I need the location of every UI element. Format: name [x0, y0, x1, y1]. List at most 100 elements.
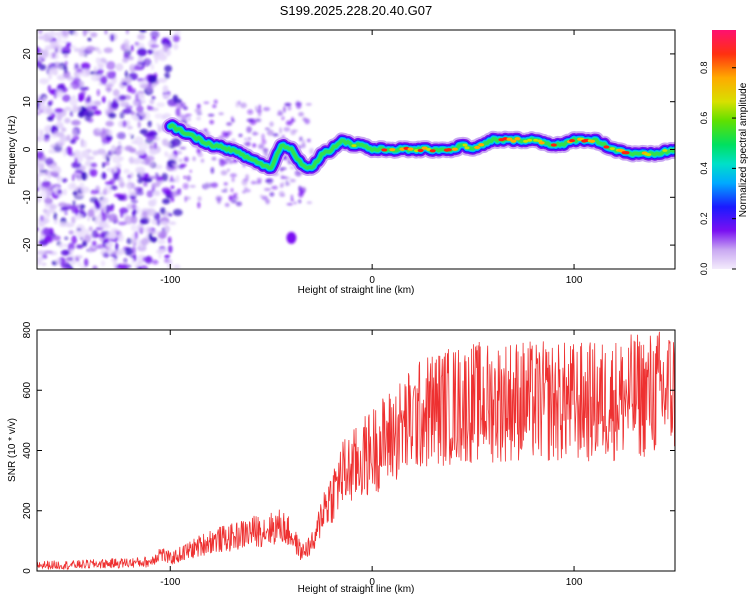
ridge-peak: [421, 146, 428, 150]
noise-blob: [179, 158, 183, 163]
noise-blob: [105, 242, 114, 248]
noise-blob: [41, 254, 48, 259]
noise-blob: [137, 33, 146, 40]
noise-blob: [55, 121, 64, 129]
ridge-peak: [381, 148, 388, 152]
colorbar-tick-label: 0.2: [699, 212, 709, 225]
snr-x-ticks: -100 0 100: [160, 330, 583, 588]
noise-blob: [256, 109, 262, 114]
noise-blob: [197, 104, 201, 108]
noise-blob: [92, 150, 99, 156]
noise-blob: [147, 120, 152, 128]
noise-blob: [180, 163, 187, 167]
noise-blob: [107, 99, 112, 106]
noise-blob: [75, 169, 83, 173]
noise-blob: [71, 129, 77, 138]
noise-blob: [238, 133, 243, 137]
noise-blob: [60, 207, 69, 212]
noise-blob: [42, 96, 47, 103]
noise-blob: [210, 182, 219, 188]
noise-blob: [69, 248, 74, 255]
noise-blob: [166, 35, 174, 39]
noise-blob: [128, 188, 132, 196]
noise-blob: [116, 163, 122, 169]
noise-blob: [200, 158, 205, 163]
colorbar-gradient: [712, 30, 736, 269]
noise-blob: [84, 160, 93, 167]
noise-blob: [114, 146, 122, 156]
noise-blob: [69, 266, 74, 269]
noise-blob: [57, 180, 61, 185]
noise-blob: [44, 197, 53, 205]
noise-blob: [74, 230, 84, 235]
noise-blob: [126, 237, 133, 245]
noise-blob: [131, 245, 137, 255]
noise-blob: [71, 235, 78, 245]
noise-blob: [132, 157, 142, 165]
noise-blob: [125, 30, 129, 35]
noise-blob: [77, 233, 85, 239]
noise-blob: [205, 182, 209, 187]
colorbar-tick-label: 0.4: [699, 162, 709, 175]
noise-blob: [37, 151, 44, 160]
ridge-peak: [589, 139, 596, 143]
noise-blob: [142, 111, 151, 121]
noise-blob: [108, 230, 117, 240]
noise-blob: [52, 65, 63, 70]
snr-x-tick-label: -100: [160, 577, 180, 588]
noise-blob: [52, 45, 61, 50]
noise-blob: [67, 242, 75, 252]
noise-blob: [64, 60, 68, 66]
noise-blob: [50, 133, 58, 139]
noise-blob: [192, 156, 196, 162]
noise-blob: [245, 141, 251, 147]
noise-blob: [164, 64, 173, 73]
noise-blob: [289, 178, 296, 183]
noise-blob: [116, 132, 126, 140]
ridge-peak: [462, 143, 468, 147]
noise-blob: [54, 61, 60, 66]
noise-blob: [157, 124, 162, 133]
noise-blob: [174, 30, 181, 37]
figure-title: S199.2025.228.20.40.G07: [280, 3, 433, 18]
noise-blob: [130, 88, 137, 94]
noise-blob: [93, 110, 102, 116]
noise-blob: [73, 213, 83, 220]
snr-y-label: SNR (10 * v/v): [7, 418, 18, 482]
noise-blob: [62, 188, 68, 196]
noise-blob: [119, 111, 125, 119]
noise-blob: [37, 94, 41, 99]
noise-blob: [162, 94, 172, 98]
noise-blob: [55, 257, 62, 265]
noise-blob: [61, 30, 70, 37]
noise-blob: [38, 104, 46, 111]
noise-blob: [105, 204, 110, 214]
noise-blob: [131, 203, 137, 210]
noise-blob: [101, 96, 106, 104]
noise-blob: [74, 63, 79, 69]
snr-y-tick-label: 200: [22, 502, 33, 519]
noise-blob: [130, 224, 137, 232]
noise-blob: [298, 112, 304, 117]
ridge-peak: [451, 147, 458, 151]
ridge-peak: [514, 137, 521, 141]
colorbar: 0.0 0.2 0.4 0.6 0.8 Normalized spectral ampl…: [699, 30, 749, 275]
noise-blob: [226, 122, 233, 126]
noise-blob: [107, 71, 116, 80]
noise-blob: [108, 213, 118, 223]
noise-blob: [281, 181, 285, 187]
noise-blob: [90, 32, 98, 38]
noise-blob: [47, 100, 52, 107]
noise-blob: [96, 128, 106, 133]
noise-blob: [47, 72, 53, 80]
noise-blob: [272, 133, 279, 137]
noise-blob: [43, 177, 48, 182]
noise-blob: [70, 182, 77, 189]
noise-blob: [121, 81, 128, 86]
noise-blob: [37, 217, 41, 222]
noise-blob: [129, 254, 137, 259]
ridge-peak: [351, 144, 357, 147]
noise-blob: [125, 105, 133, 109]
noise-blob: [271, 185, 278, 190]
